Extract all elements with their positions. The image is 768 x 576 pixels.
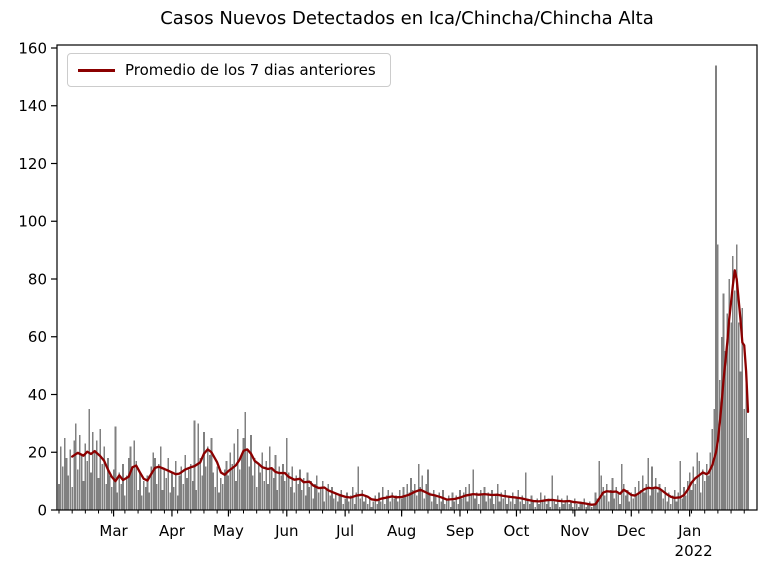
svg-text:20: 20: [28, 444, 47, 462]
svg-text:Jun: Jun: [274, 522, 298, 540]
svg-text:Aug: Aug: [387, 522, 416, 540]
x-axis: Mar Apr May Jun Jul Aug Sep Oct Nov Dec Jan 2022: [58, 510, 745, 560]
legend: Promedio de los 7 dias anteriores: [67, 53, 391, 87]
svg-text:Jan: Jan: [677, 522, 701, 540]
svg-text:Mar: Mar: [99, 522, 128, 540]
svg-text:Apr: Apr: [159, 522, 186, 540]
avg7-line: [71, 269, 750, 506]
svg-text:80: 80: [28, 270, 47, 288]
y-axis: 0 20 40 60 80 100 120 140 160: [18, 39, 57, 519]
x-axis-year-label: 2022: [675, 542, 713, 560]
svg-text:40: 40: [28, 386, 47, 404]
svg-text:May: May: [213, 522, 244, 540]
svg-text:120: 120: [18, 155, 47, 173]
svg-text:0: 0: [37, 501, 47, 519]
bars-series: [58, 65, 749, 511]
legend-line-swatch: [78, 68, 115, 72]
svg-text:60: 60: [28, 328, 47, 346]
svg-text:Oct: Oct: [503, 522, 529, 540]
svg-text:100: 100: [18, 213, 47, 231]
svg-text:140: 140: [18, 97, 47, 115]
axes-spines: [56, 44, 758, 511]
legend-label: Promedio de los 7 dias anteriores: [125, 61, 376, 79]
svg-text:Dec: Dec: [617, 522, 646, 540]
svg-text:Jul: Jul: [335, 522, 354, 540]
svg-text:Sep: Sep: [446, 522, 474, 540]
svg-text:Nov: Nov: [560, 522, 589, 540]
svg-text:160: 160: [18, 39, 47, 57]
chart-title: Casos Nuevos Detectados en Ica/Chincha/C…: [160, 8, 654, 29]
